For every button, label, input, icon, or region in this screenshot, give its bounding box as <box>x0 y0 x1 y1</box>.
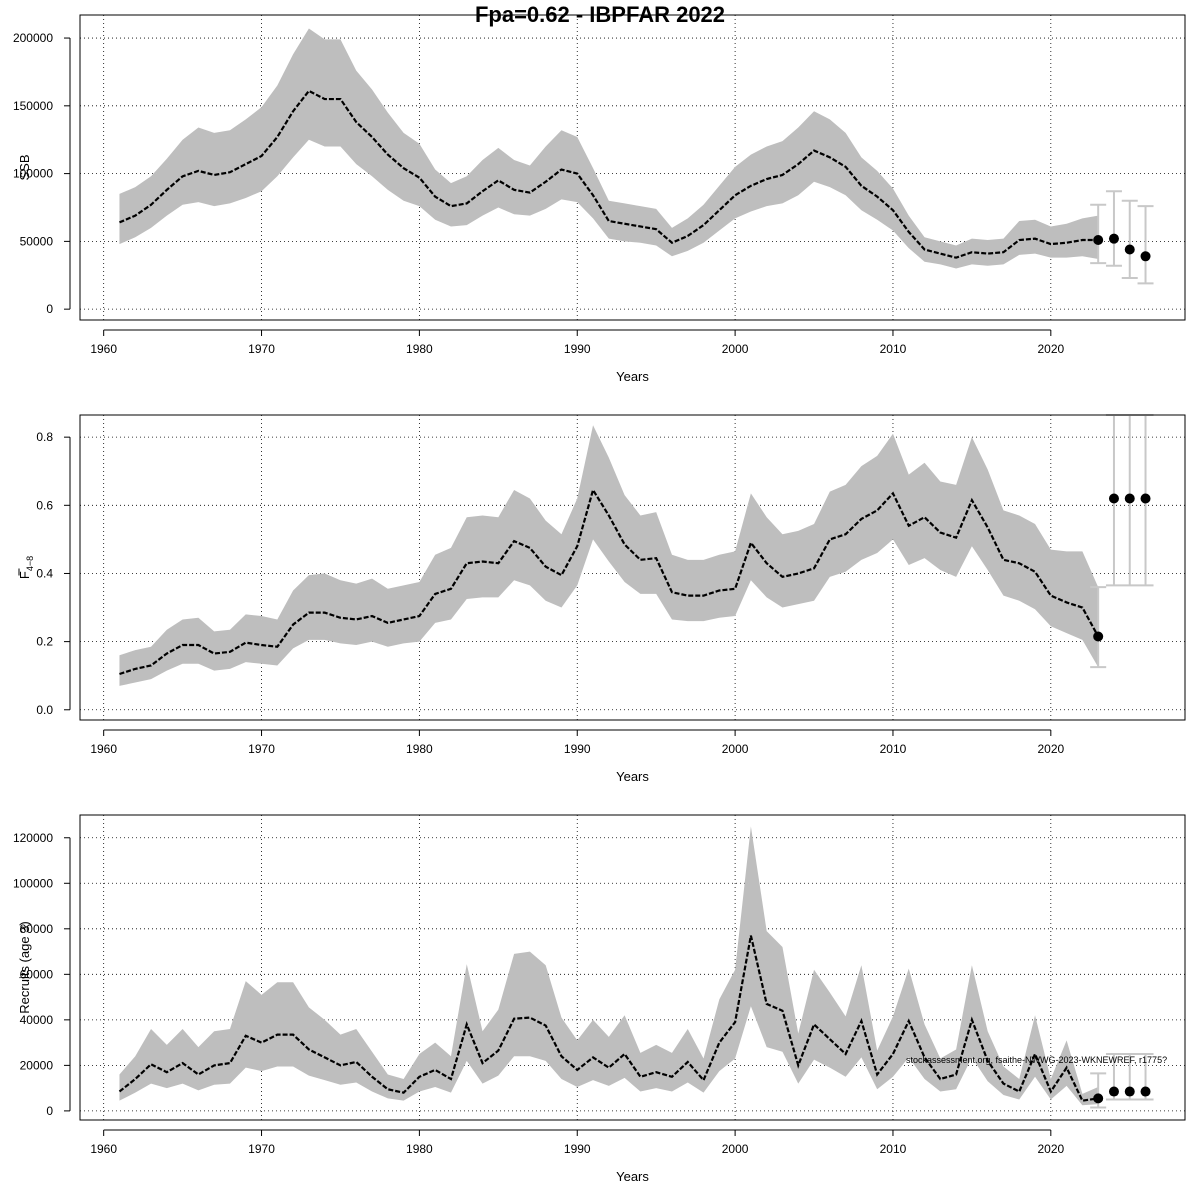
plot-frame <box>79 14 1186 321</box>
confidence-band <box>119 425 1099 686</box>
y-tick-label: 40000 <box>20 1013 54 1027</box>
forecast-point <box>1108 493 1119 504</box>
x-tick-label: 1970 <box>248 1142 275 1156</box>
x-tick-label: 2020 <box>1037 1142 1064 1156</box>
x-tick-label: 1980 <box>406 1142 433 1156</box>
y-tick-label: 100000 <box>13 167 53 181</box>
y-tick-label: 0 <box>46 302 53 316</box>
x-tick-label: 2010 <box>880 342 907 356</box>
x-tick-label: 2000 <box>722 1142 749 1156</box>
x-tick-label: 1970 <box>248 342 275 356</box>
x-tick-label: 1960 <box>90 1142 117 1156</box>
y-tick-label: 100000 <box>13 876 53 890</box>
panel-1: 1960 1970 1980 1990 2000 2010 2020 Years 0 50000 1… <box>13 14 1186 384</box>
forecast-point <box>1093 631 1104 642</box>
x-tick-label: 2010 <box>880 1142 907 1156</box>
y-axis-label: SSB <box>17 154 32 180</box>
y-tick-label: 0.2 <box>36 635 53 649</box>
forecast-point <box>1108 1086 1119 1097</box>
y-axis-label: F4−8 <box>17 556 35 579</box>
estimate-line <box>118 935 1099 1102</box>
x-tick-label: 1980 <box>406 342 433 356</box>
panel-2: 1960 1970 1980 1990 2000 2010 2020 Years 0.0 0.2 0… <box>17 414 1186 784</box>
forecast-point <box>1108 233 1119 244</box>
confidence-band <box>119 826 1099 1106</box>
x-tick-label: 1980 <box>406 742 433 756</box>
y-tick-label: 200000 <box>13 31 53 45</box>
y-axis-label-subscript: 4−8 <box>25 556 35 571</box>
forecast-point <box>1124 493 1135 504</box>
forecast-point <box>1140 493 1151 504</box>
y-tick-label: 0.8 <box>36 430 53 444</box>
y-tick-label: 120000 <box>13 831 53 845</box>
estimate-line <box>119 487 1100 676</box>
x-tick-label: 1960 <box>90 342 117 356</box>
x-tick-label: 1960 <box>90 742 117 756</box>
x-tick-label: 1990 <box>564 1142 591 1156</box>
x-tick-label: 1970 <box>248 742 275 756</box>
panel-3: 1960 1970 1980 1990 2000 2010 2020 Years 0 20000 4… <box>13 814 1186 1184</box>
y-tick-label: 20000 <box>20 1058 54 1072</box>
plot-frame <box>79 814 1186 1121</box>
x-tick-label: 1990 <box>564 742 591 756</box>
y-axis-label: Recruits (age 3) <box>17 921 32 1013</box>
forecast-point <box>1124 244 1135 255</box>
x-tick-label: 2020 <box>1037 742 1064 756</box>
forecast-point <box>1124 1086 1135 1097</box>
x-tick-label: 2010 <box>880 742 907 756</box>
plot-frame <box>79 414 1186 721</box>
y-tick-label: 150000 <box>13 99 53 113</box>
y-tick-label: 0 <box>46 1104 53 1118</box>
watermark-text: stockassessment.org, fsaithe-NWWG-2023-W… <box>906 1055 1167 1065</box>
x-axis-label: Years <box>616 1169 649 1184</box>
y-tick-label: 50000 <box>20 234 54 248</box>
forecast-point <box>1140 1086 1151 1097</box>
x-axis-label: Years <box>616 369 649 384</box>
forecast-point <box>1140 251 1151 262</box>
x-tick-label: 1990 <box>564 342 591 356</box>
forecast-point <box>1093 235 1104 246</box>
estimate-line <box>119 89 1099 259</box>
x-tick-label: 2000 <box>722 742 749 756</box>
x-tick-label: 2000 <box>722 342 749 356</box>
forecast-point <box>1093 1093 1104 1104</box>
y-tick-label: 0.4 <box>36 566 53 580</box>
y-tick-label: 0.0 <box>36 703 53 717</box>
x-tick-label: 2020 <box>1037 342 1064 356</box>
y-tick-label: 60000 <box>20 967 54 981</box>
y-tick-label: 80000 <box>20 922 54 936</box>
confidence-band <box>119 28 1099 269</box>
x-axis-label: Years <box>616 769 649 784</box>
y-tick-label: 0.6 <box>36 498 53 512</box>
